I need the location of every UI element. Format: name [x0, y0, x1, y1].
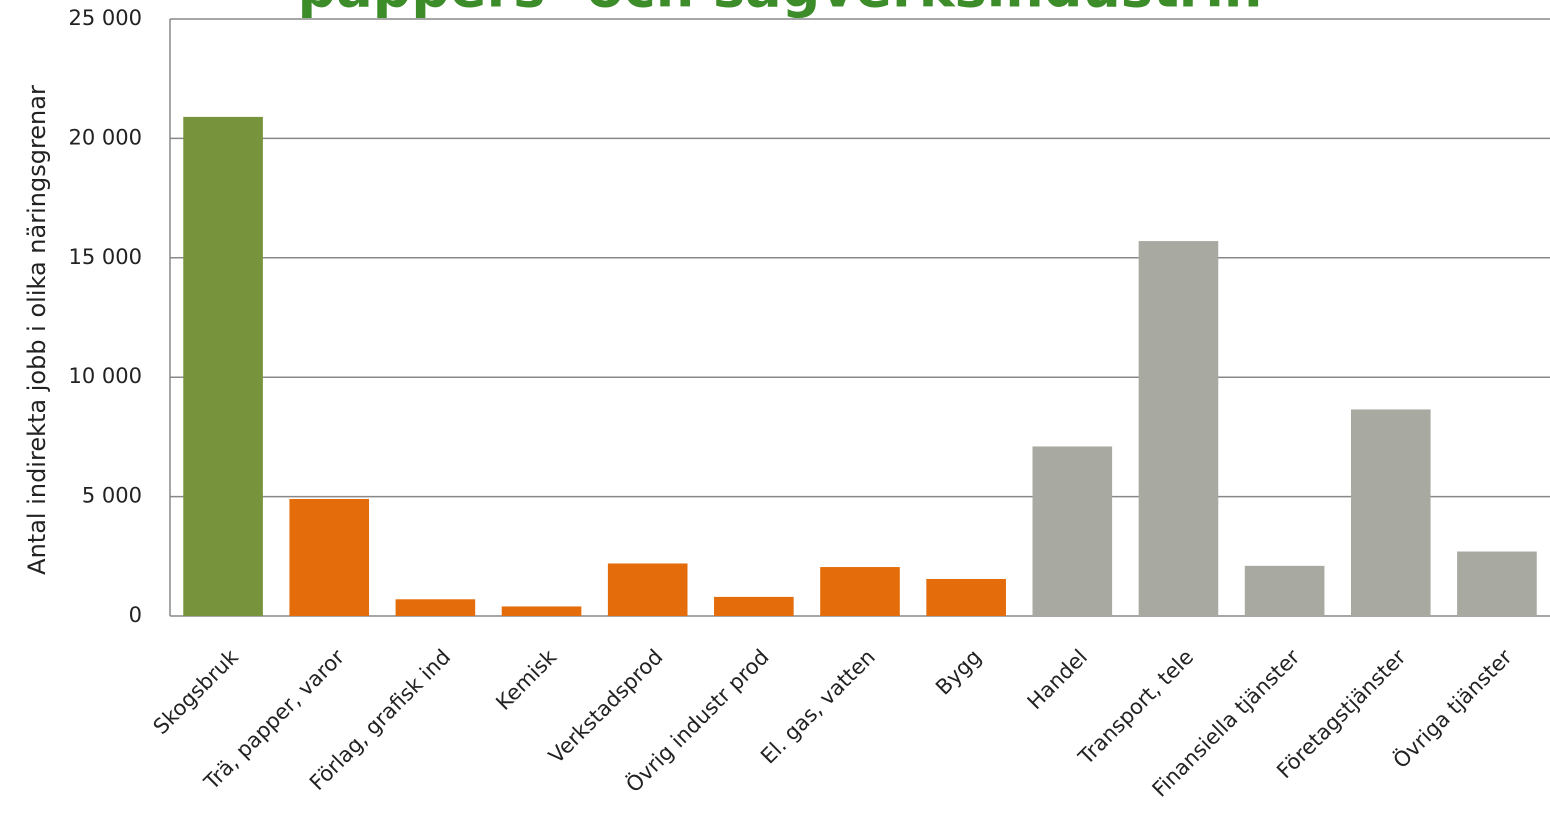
x-tick-label: Handel: [1023, 645, 1092, 714]
bar: [1032, 446, 1113, 616]
bar: [1350, 409, 1431, 616]
bar: [289, 498, 370, 616]
bar: [820, 567, 900, 616]
bar: [501, 606, 582, 616]
y-tick-label: 15 000: [69, 245, 142, 269]
bar: [395, 599, 476, 616]
bar: [926, 578, 1006, 616]
x-tick-label: Verkstadsprod: [544, 645, 667, 768]
x-tick-label: Skogsbruk: [149, 644, 244, 739]
y-tick-label: 0: [129, 603, 142, 627]
y-tick-label: 20 000: [69, 125, 142, 149]
bar: [1244, 565, 1325, 616]
bar: [714, 596, 794, 616]
bar: [1457, 551, 1537, 616]
bar: [607, 563, 688, 616]
x-tick-label: Transport, tele: [1073, 645, 1198, 770]
bar: [183, 116, 263, 617]
x-tick-label: Kemisk: [491, 644, 562, 715]
bar: [1138, 241, 1219, 617]
x-tick-label: El. gas, vatten: [756, 645, 880, 769]
y-tick-label: 25 000: [69, 6, 142, 30]
chart-title: pappers- och sågverksindustrin: [298, 0, 1263, 20]
y-tick-label: 10 000: [69, 364, 142, 388]
y-tick-label: 5 000: [82, 484, 142, 508]
y-axis-label: Antal indirekta jobb i olika näringsgren…: [23, 85, 51, 575]
x-tick-label: Bygg: [931, 645, 986, 700]
